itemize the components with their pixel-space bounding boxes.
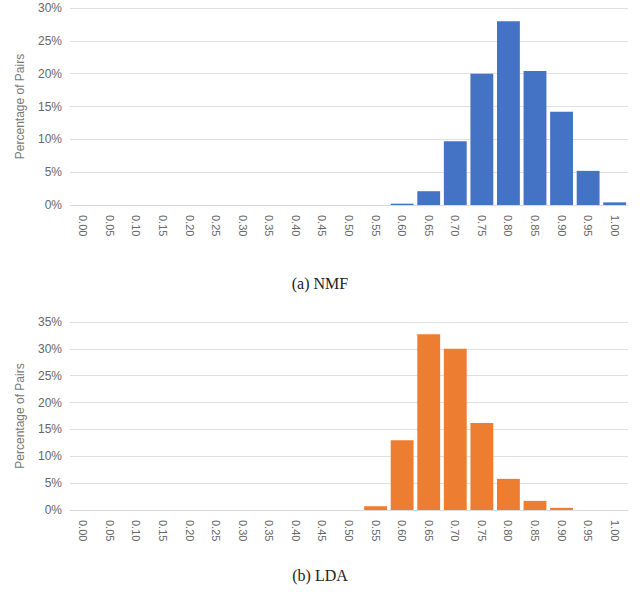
svg-text:25%: 25%: [38, 369, 62, 383]
svg-text:0.45: 0.45: [316, 520, 328, 541]
svg-text:0.30: 0.30: [237, 215, 249, 236]
svg-text:0.85: 0.85: [529, 520, 541, 541]
svg-text:0.90: 0.90: [556, 520, 568, 541]
svg-text:0.55: 0.55: [370, 520, 382, 541]
svg-text:(a) NMF: (a) NMF: [292, 275, 349, 293]
svg-text:30%: 30%: [38, 342, 62, 356]
svg-text:0.20: 0.20: [184, 520, 196, 541]
svg-text:25%: 25%: [38, 34, 62, 48]
svg-text:0.50: 0.50: [343, 520, 355, 541]
svg-text:0.00: 0.00: [77, 215, 89, 236]
svg-text:0.30: 0.30: [237, 520, 249, 541]
svg-text:0%: 0%: [45, 198, 63, 212]
svg-text:0.95: 0.95: [582, 520, 594, 541]
svg-text:0.65: 0.65: [423, 215, 435, 236]
svg-text:0.05: 0.05: [104, 215, 116, 236]
svg-text:0.45: 0.45: [316, 215, 328, 236]
svg-text:20%: 20%: [38, 396, 62, 410]
svg-text:0.85: 0.85: [529, 215, 541, 236]
svg-text:0.10: 0.10: [130, 215, 142, 236]
svg-text:0%: 0%: [45, 503, 63, 517]
svg-text:10%: 10%: [38, 132, 62, 146]
svg-text:10%: 10%: [38, 449, 62, 463]
svg-text:0.80: 0.80: [502, 520, 514, 541]
svg-text:0.35: 0.35: [263, 520, 275, 541]
svg-text:0.90: 0.90: [556, 215, 568, 236]
svg-text:(b) LDA: (b) LDA: [292, 567, 348, 585]
svg-text:0.70: 0.70: [449, 215, 461, 236]
svg-text:0.05: 0.05: [104, 520, 116, 541]
svg-text:15%: 15%: [38, 422, 62, 436]
svg-text:0.70: 0.70: [449, 520, 461, 541]
svg-text:0.10: 0.10: [130, 520, 142, 541]
svg-text:1.00: 1.00: [609, 520, 621, 541]
svg-text:30%: 30%: [38, 1, 62, 15]
svg-text:5%: 5%: [45, 476, 63, 490]
svg-text:0.25: 0.25: [210, 215, 222, 236]
svg-text:0.15: 0.15: [157, 520, 169, 541]
svg-text:0.75: 0.75: [476, 520, 488, 541]
svg-text:0.60: 0.60: [396, 215, 408, 236]
svg-text:15%: 15%: [38, 100, 62, 114]
svg-text:0.00: 0.00: [77, 520, 89, 541]
svg-text:20%: 20%: [38, 67, 62, 81]
svg-text:1.00: 1.00: [609, 215, 621, 236]
svg-text:0.65: 0.65: [423, 520, 435, 541]
svg-text:0.40: 0.40: [290, 520, 302, 541]
svg-text:Percentage of Pairs: Percentage of Pairs: [13, 363, 27, 468]
svg-text:0.25: 0.25: [210, 520, 222, 541]
svg-text:Percentage of Pairs: Percentage of Pairs: [13, 54, 27, 159]
svg-text:0.15: 0.15: [157, 215, 169, 236]
svg-text:35%: 35%: [38, 315, 62, 329]
svg-text:0.50: 0.50: [343, 215, 355, 236]
svg-text:0.95: 0.95: [582, 215, 594, 236]
svg-text:0.75: 0.75: [476, 215, 488, 236]
svg-text:0.20: 0.20: [184, 215, 196, 236]
svg-text:0.55: 0.55: [370, 215, 382, 236]
svg-text:0.40: 0.40: [290, 215, 302, 236]
svg-text:0.60: 0.60: [396, 520, 408, 541]
svg-text:0.80: 0.80: [502, 215, 514, 236]
svg-text:5%: 5%: [45, 165, 63, 179]
svg-text:0.35: 0.35: [263, 215, 275, 236]
